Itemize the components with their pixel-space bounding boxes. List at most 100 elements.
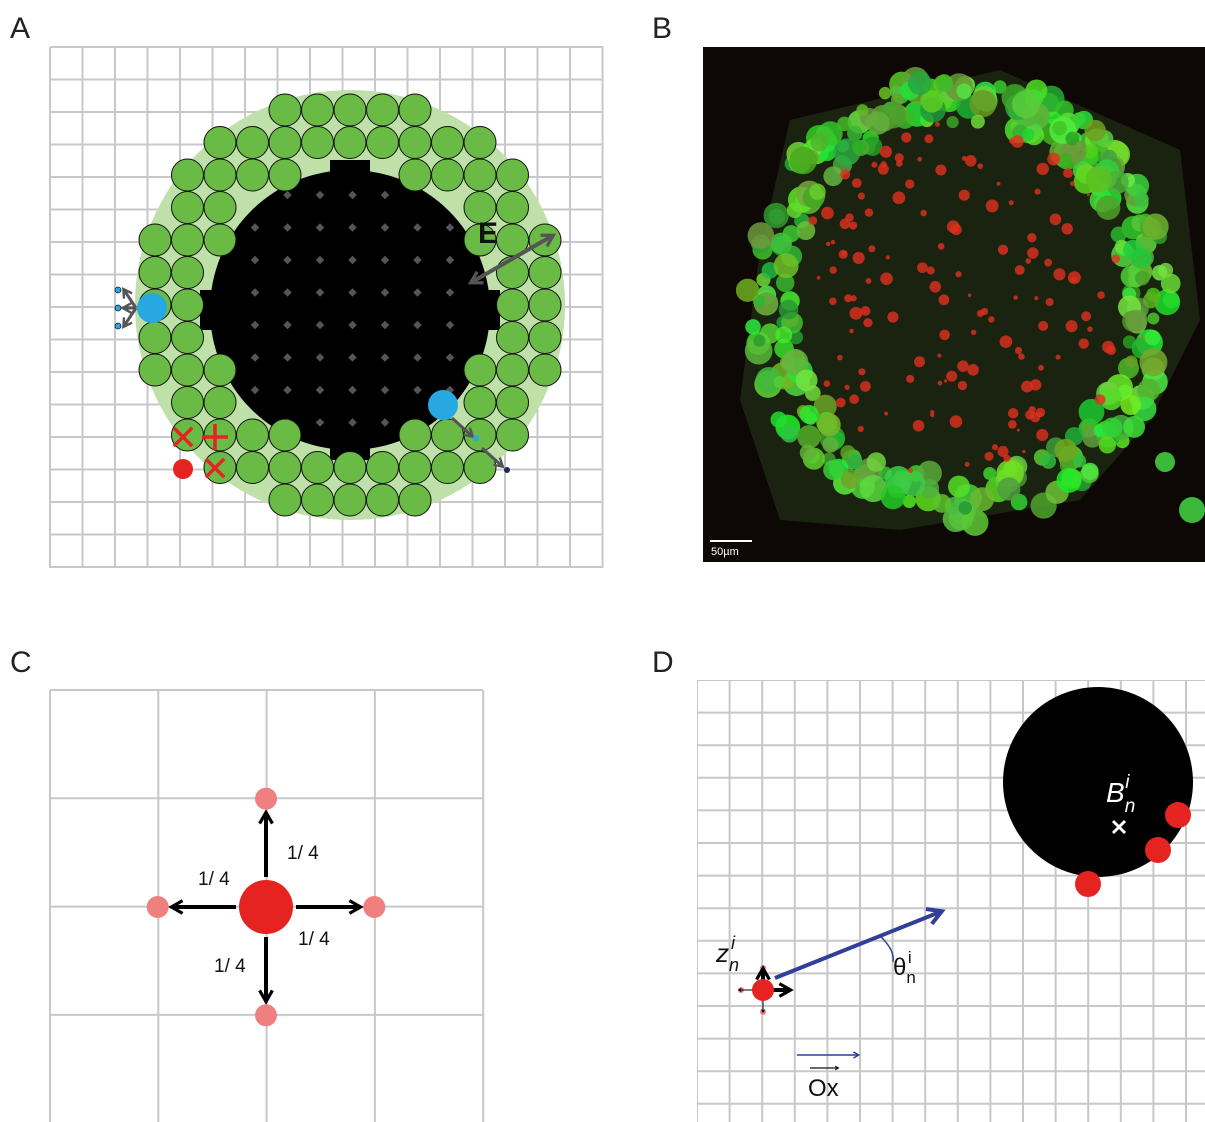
red-cell [850, 307, 863, 320]
red-cell [1087, 326, 1093, 332]
cell [237, 127, 269, 159]
cell [204, 127, 236, 159]
red-cell [1062, 223, 1073, 234]
green-cell [809, 183, 825, 199]
red-cell [853, 252, 865, 264]
green-cell [764, 203, 789, 228]
red-cell [1000, 335, 1013, 348]
green-cell [1123, 416, 1145, 438]
red-cell [1081, 311, 1091, 321]
probability: 1/ 4 [198, 869, 230, 890]
cell [334, 452, 366, 484]
red-cell [977, 163, 983, 169]
cell [302, 94, 334, 126]
red-cell [1071, 277, 1077, 283]
red-cell [905, 179, 914, 188]
arrow [124, 308, 136, 326]
symbol: B [1106, 777, 1125, 808]
red-cell [950, 415, 963, 428]
cell [367, 484, 399, 516]
subscript: n [729, 955, 739, 975]
green-cell [983, 467, 996, 480]
red-cell [901, 132, 911, 142]
cell [139, 322, 171, 354]
green-cell [1139, 348, 1167, 376]
green-cell [787, 203, 802, 218]
scale-label: 50µm [711, 546, 739, 558]
red-cell [1036, 429, 1048, 441]
red-cell [863, 318, 872, 327]
cell [172, 192, 204, 224]
cell [399, 159, 431, 191]
red-cell [917, 262, 928, 273]
red-cell [914, 356, 925, 367]
red-cell [965, 155, 977, 167]
cell [172, 354, 204, 386]
panel-label: B [652, 12, 672, 45]
green-cell [946, 116, 958, 128]
green-cell [781, 425, 799, 443]
red-cell [840, 218, 851, 229]
red-cell [884, 412, 888, 416]
superscript: i [908, 948, 912, 967]
red-cell [1050, 214, 1062, 226]
green-cell [823, 166, 843, 186]
red-cell [840, 169, 850, 179]
cell [529, 289, 561, 321]
cell [497, 257, 529, 289]
red-cell [997, 182, 1001, 186]
red-cell [938, 381, 943, 386]
red-cell [981, 308, 988, 315]
red-cell [1022, 450, 1025, 453]
cell [399, 419, 431, 451]
red-cell [892, 191, 905, 204]
green-cell [959, 501, 972, 514]
cell [334, 127, 366, 159]
red-cell [917, 157, 922, 162]
red-cell [1046, 298, 1054, 306]
red-cell [1106, 345, 1116, 355]
green-cell [1143, 292, 1159, 308]
symbol: θ [893, 954, 906, 981]
subscript: n [1125, 796, 1136, 817]
green-cell [908, 71, 932, 95]
panel-a [50, 47, 603, 568]
necrotic-core [330, 160, 370, 460]
green-cell [822, 437, 838, 453]
red-cell [1070, 181, 1075, 186]
green-cell [753, 335, 765, 347]
cell [334, 484, 366, 516]
cell [237, 452, 269, 484]
cell [464, 159, 496, 191]
cell [269, 127, 301, 159]
red-cell [965, 462, 970, 467]
green-cell [866, 111, 889, 134]
green-cell [1135, 271, 1150, 286]
green-cell [1059, 153, 1073, 167]
red-cell [1013, 295, 1017, 299]
red-cell [1079, 338, 1089, 348]
subscript: n [906, 968, 915, 987]
red-cell [817, 276, 821, 280]
green-cell [800, 405, 819, 424]
cell [399, 127, 431, 159]
red-cell [1035, 189, 1041, 195]
green-cell [774, 253, 799, 278]
red-cell [1111, 255, 1120, 264]
green-cell [1125, 355, 1137, 367]
green-cell [1022, 128, 1035, 141]
probability: 1/ 4 [287, 843, 319, 864]
cell [497, 322, 529, 354]
red-cell [988, 316, 994, 322]
red-cell [1037, 163, 1049, 175]
site [504, 467, 510, 473]
red-cell [895, 153, 904, 162]
green-cell [789, 147, 817, 175]
green-cell [773, 376, 785, 388]
green-cell [970, 487, 994, 511]
green-cell [879, 87, 891, 99]
green-cell [779, 300, 799, 320]
green-cell [736, 279, 759, 302]
cell [204, 192, 236, 224]
red-cell [866, 278, 872, 284]
